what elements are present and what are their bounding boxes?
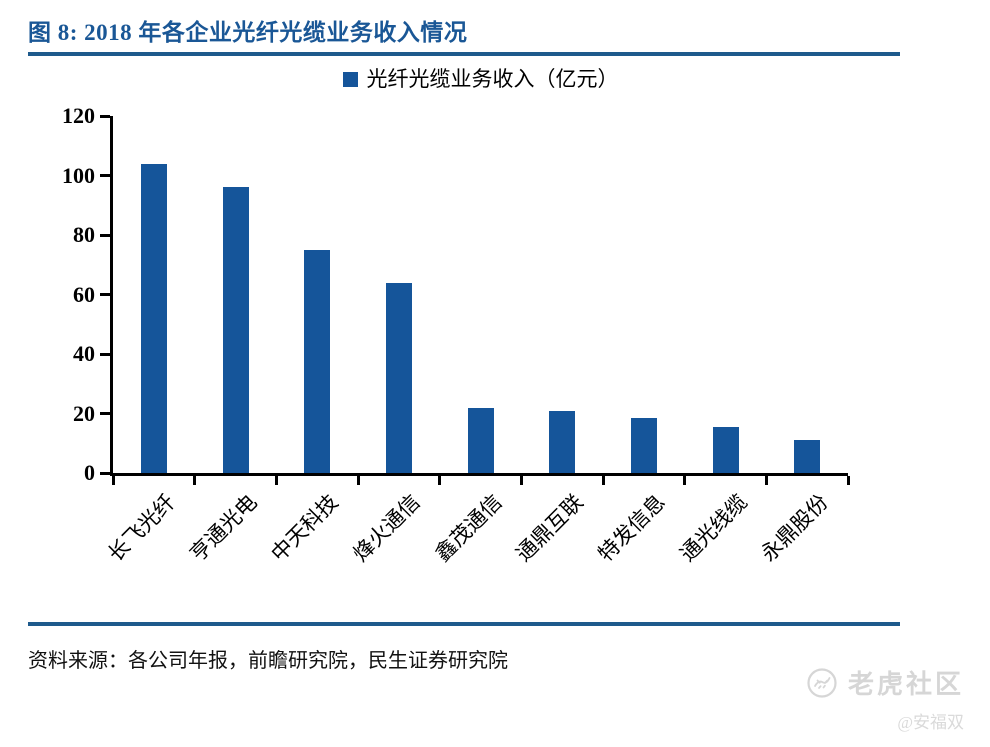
legend-swatch-icon	[342, 71, 358, 87]
y-axis-label: 60	[73, 281, 95, 307]
x-axis-tick	[601, 476, 605, 485]
legend-label: 光纤光缆业务收入（亿元）	[366, 67, 619, 91]
watermark-handle: @安福双	[897, 713, 964, 732]
figure-title: 图 8: 2018 年各企业光纤光缆业务收入情况	[28, 20, 468, 45]
plot-area: 0 20 40 60 80 100 120 长飞光纤 亨通光电 中天科技 烽火通信 鑫茂通信 通鼎互联特…	[62, 103, 850, 566]
x-axis-tick	[764, 476, 768, 485]
title-underline	[28, 52, 900, 56]
y-axis-tick	[100, 471, 110, 475]
y-axis-tick	[100, 352, 110, 356]
x-axis-tick	[193, 476, 197, 485]
y-axis-label: 100	[62, 162, 95, 188]
y-axis-tick	[100, 293, 110, 296]
y-axis-label: 120	[62, 103, 95, 128]
bar	[549, 410, 576, 473]
tiger-logo-icon	[807, 667, 837, 698]
x-axis-tick	[683, 476, 687, 485]
y-axis-label: 20	[73, 400, 95, 426]
bar	[794, 440, 821, 473]
x-axis-tick	[519, 476, 523, 485]
watermark-brand: 老虎社区	[847, 670, 964, 699]
y-axis-label: 40	[73, 341, 95, 366]
y-axis-tick	[100, 114, 110, 118]
y-axis-tick	[100, 233, 110, 237]
x-axis-tick	[438, 476, 442, 485]
bar	[222, 187, 249, 473]
y-axis-label: 80	[73, 222, 95, 247]
y-axis-tick	[100, 412, 110, 415]
x-axis-tick	[274, 476, 278, 485]
bar	[385, 282, 412, 473]
source-note: 资料来源：各公司年报，前瞻研究院，民生证券研究院	[28, 650, 508, 672]
watermark-brand-row: 老虎社区	[806, 664, 964, 701]
bar	[630, 417, 657, 473]
watermark: 老虎社区 @安福双	[806, 664, 964, 733]
bar	[467, 407, 494, 473]
figure-bottom-rule	[28, 622, 900, 626]
bar	[304, 249, 331, 473]
bar	[712, 426, 739, 473]
x-axis-tick	[111, 476, 115, 485]
x-axis-tick	[356, 476, 360, 485]
x-axis-tick	[846, 476, 850, 485]
bar	[140, 163, 167, 473]
y-axis-label: 0	[84, 460, 95, 485]
legend: 光纤光缆业务收入（亿元）	[113, 63, 848, 93]
y-axis-tick	[100, 174, 110, 177]
